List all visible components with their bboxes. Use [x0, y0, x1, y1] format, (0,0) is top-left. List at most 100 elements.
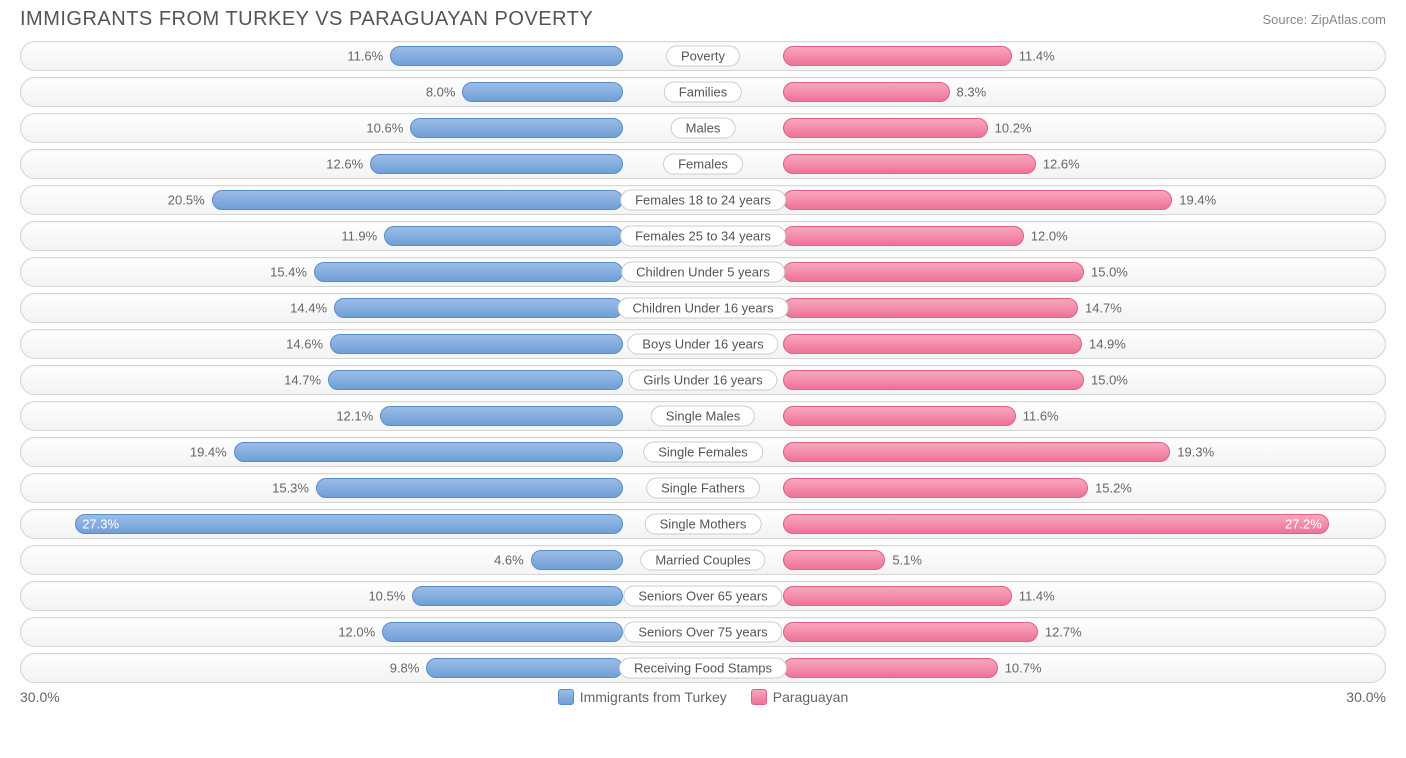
bar-right: 12.0% [783, 226, 1024, 246]
track-left: 15.3% [21, 478, 703, 498]
track-left: 14.7% [21, 370, 703, 390]
chart-header: IMMIGRANTS FROM TURKEY VS PARAGUAYAN POV… [20, 8, 1386, 31]
chart-source: Source: ZipAtlas.com [1262, 12, 1386, 27]
track-right: 12.0% [703, 226, 1385, 246]
chart-row: 8.0%8.3%Families [20, 77, 1386, 107]
chart-row: 9.8% 10.7%Receiving Food Stamps [20, 653, 1386, 683]
chart-row: 20.5% 19.4%Females 18 to 24 years [20, 185, 1386, 215]
legend-swatch-right [751, 689, 767, 705]
pct-right: 12.0% [1031, 229, 1068, 244]
pct-left: 10.5% [368, 589, 405, 604]
pct-right: 12.6% [1043, 157, 1080, 172]
bar-right: 14.7% [783, 298, 1078, 318]
chart-row: 12.1% 11.6% Single Males [20, 401, 1386, 431]
bar-right: 19.3% [783, 442, 1170, 462]
bar-left: 15.4% [314, 262, 623, 282]
bar-left: 10.6% [410, 118, 623, 138]
chart-row: 11.9%12.0%Females 25 to 34 years [20, 221, 1386, 251]
track-right: 14.9% [703, 334, 1385, 354]
bar-right: 8.3% [783, 82, 950, 102]
track-left: 12.6% [21, 154, 703, 174]
bar-left: 9.8% [426, 658, 623, 678]
bar-left: 8.0% [462, 82, 623, 102]
axis-max-right: 30.0% [1346, 689, 1386, 705]
pct-left: 11.6% [347, 49, 383, 64]
chart-legend: Immigrants from Turkey Paraguayan [558, 689, 849, 705]
track-left: 14.6% [21, 334, 703, 354]
track-right: 5.1% [703, 550, 1385, 570]
bar-left: 14.4% [334, 298, 623, 318]
legend-item-right: Paraguayan [751, 689, 849, 705]
pct-left: 14.4% [290, 301, 327, 316]
category-label: Single Mothers [645, 514, 762, 535]
legend-item-left: Immigrants from Turkey [558, 689, 727, 705]
pct-left: 12.1% [336, 409, 373, 424]
bar-right: 12.6% [783, 154, 1036, 174]
category-label: Males [671, 118, 736, 139]
bar-left: 11.9% [384, 226, 623, 246]
bar-left: 14.7% [328, 370, 623, 390]
source-name: ZipAtlas.com [1311, 12, 1386, 27]
track-left: 11.9% [21, 226, 703, 246]
category-label: Boys Under 16 years [627, 334, 778, 355]
pct-left: 12.6% [326, 157, 363, 172]
bar-right: 5.1% [783, 550, 885, 570]
track-left: 10.6% [21, 118, 703, 138]
pct-right: 5.1% [892, 553, 922, 568]
track-left: 11.6% [21, 46, 703, 66]
pct-right: 11.4% [1019, 589, 1055, 604]
pct-right: 27.2% [1285, 517, 1322, 532]
track-right: 14.7% [703, 298, 1385, 318]
pct-right: 8.3% [957, 85, 987, 100]
chart-row: 14.4%14.7%Children Under 16 years [20, 293, 1386, 323]
chart-row: 10.6% 10.2% Males [20, 113, 1386, 143]
chart-row: 27.3%27.2%Single Mothers [20, 509, 1386, 539]
category-label: Females [663, 154, 743, 175]
chart-row: 15.3%15.2%Single Fathers [20, 473, 1386, 503]
pct-right: 15.2% [1095, 481, 1132, 496]
chart-row: 12.6% 12.6% Females [20, 149, 1386, 179]
track-left: 15.4% [21, 262, 703, 282]
category-label: Single Males [651, 406, 755, 427]
bar-right: 19.4% [783, 190, 1172, 210]
category-label: Females 18 to 24 years [620, 190, 786, 211]
track-right: 19.4% [703, 190, 1385, 210]
category-label: Receiving Food Stamps [619, 658, 787, 679]
pct-right: 15.0% [1091, 265, 1128, 280]
bar-left: 11.6% [390, 46, 623, 66]
track-right: 12.6% [703, 154, 1385, 174]
bar-right: 11.4% [783, 46, 1012, 66]
pct-right: 11.6% [1023, 409, 1059, 424]
pct-left: 15.4% [270, 265, 307, 280]
track-right: 15.0% [703, 370, 1385, 390]
pct-left: 14.6% [286, 337, 323, 352]
track-right: 11.6% [703, 406, 1385, 426]
category-label: Children Under 5 years [621, 262, 785, 283]
chart-footer: 30.0% Immigrants from Turkey Paraguayan … [20, 689, 1386, 705]
bar-left: 20.5% [212, 190, 623, 210]
chart-row: 12.0%12.7%Seniors Over 75 years [20, 617, 1386, 647]
bar-right: 10.7% [783, 658, 998, 678]
pct-right: 10.2% [995, 121, 1032, 136]
track-right: 8.3% [703, 82, 1385, 102]
legend-swatch-left [558, 689, 574, 705]
legend-label-left: Immigrants from Turkey [580, 689, 727, 705]
category-label: Single Females [643, 442, 763, 463]
track-right: 11.4% [703, 46, 1385, 66]
bar-left: 14.6% [330, 334, 623, 354]
category-label: Poverty [666, 46, 740, 67]
track-right: 10.7% [703, 658, 1385, 678]
track-left: 8.0% [21, 82, 703, 102]
chart-row: 14.6% 14.9%Boys Under 16 years [20, 329, 1386, 359]
category-label: Seniors Over 65 years [623, 586, 782, 607]
bar-left: 19.4% [234, 442, 623, 462]
track-right: 15.2% [703, 478, 1385, 498]
bar-right: 27.2% [783, 514, 1329, 534]
track-right: 27.2% [703, 514, 1385, 534]
bar-right: 11.6% [783, 406, 1016, 426]
track-left: 10.5% [21, 586, 703, 606]
bar-right: 10.2% [783, 118, 988, 138]
track-left: 14.4% [21, 298, 703, 318]
pct-left: 11.9% [341, 229, 377, 244]
bar-right: 14.9% [783, 334, 1082, 354]
